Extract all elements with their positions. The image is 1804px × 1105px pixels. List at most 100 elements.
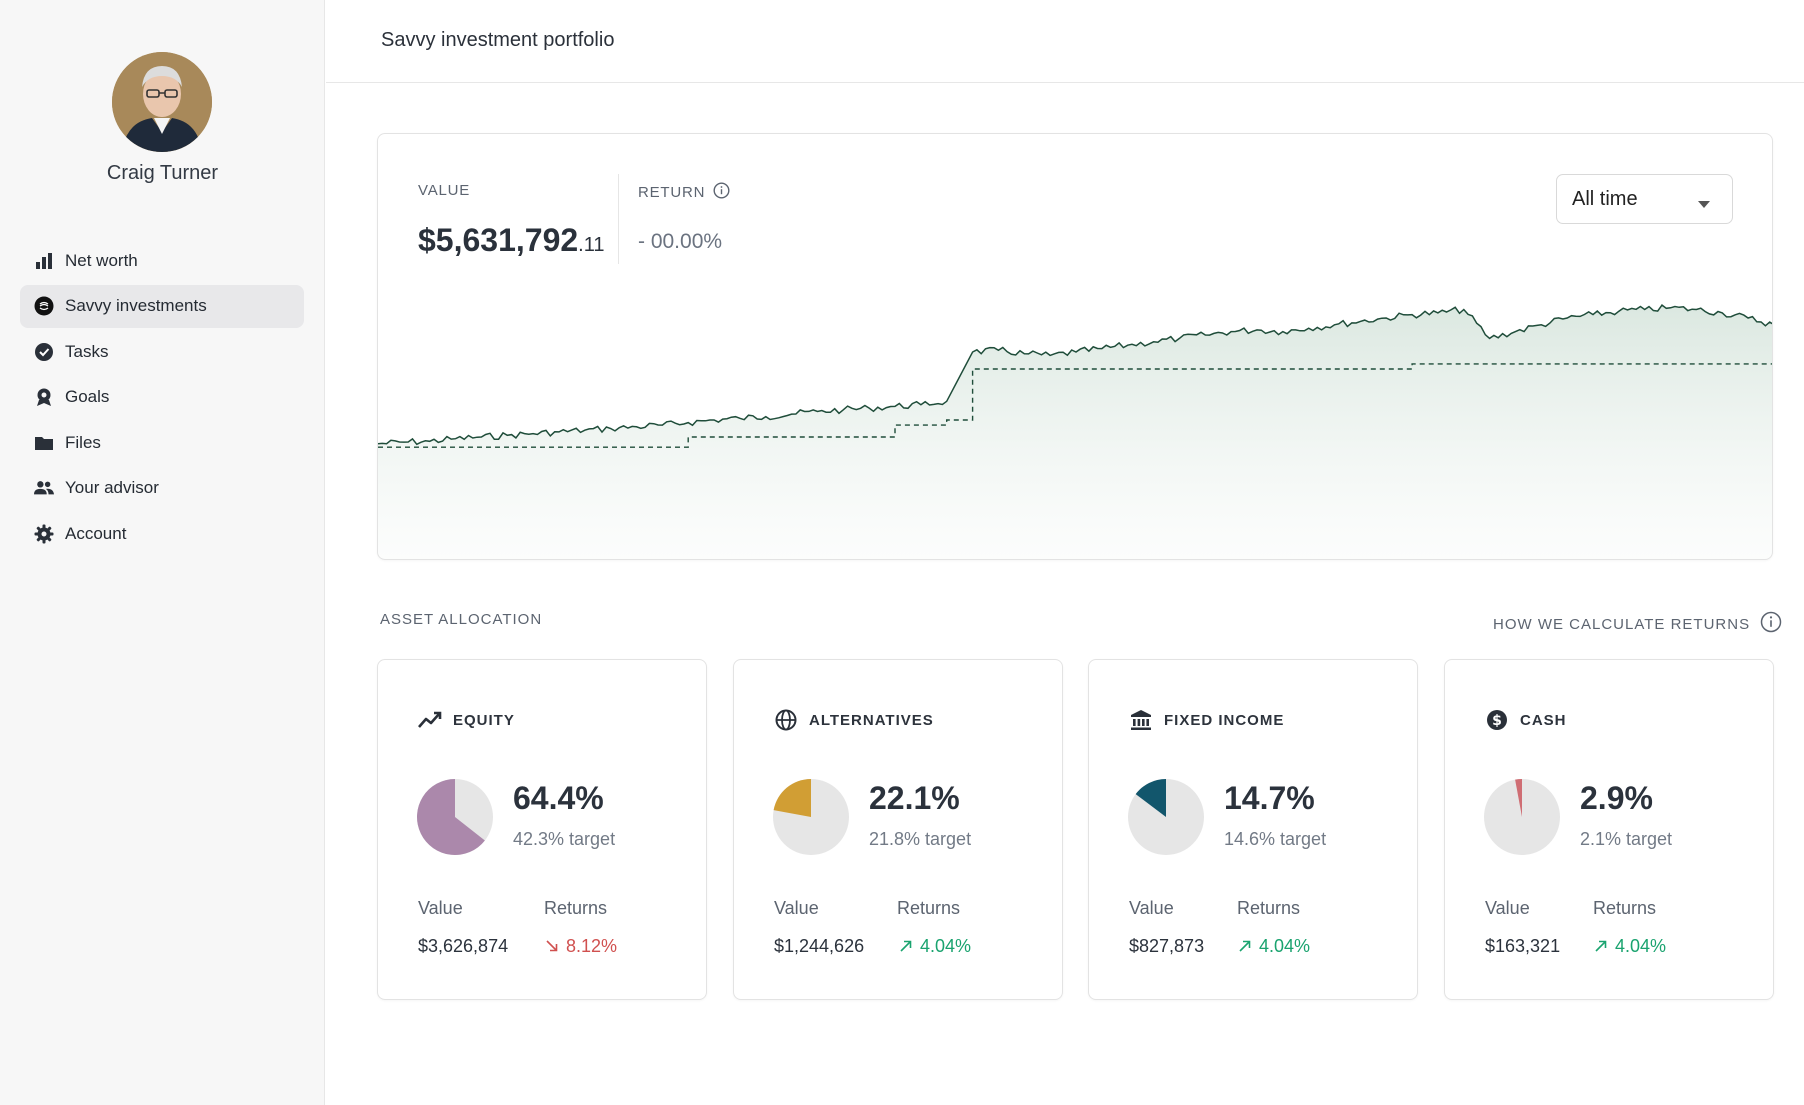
returns-column-label: Returns (1593, 898, 1657, 918)
allocation-target: 42.3% target (513, 829, 616, 849)
asset-value: $3,626,874 (418, 936, 509, 956)
portfolio-chart-card: VALUE $5,631,792.11 RETURN - 00.00% All … (377, 133, 1773, 560)
allocation-percent: 64.4% (513, 780, 604, 816)
asset-name: EQUITY (453, 711, 515, 729)
asset-returns-value: 4.04% (1259, 936, 1311, 956)
dollar-circle-icon: $ (1485, 708, 1509, 732)
sidebar-item-tasks[interactable]: Tasks (20, 330, 304, 373)
allocation-pie (417, 779, 493, 855)
allocation-pie (773, 779, 849, 855)
asset-returns: 4.04% (1239, 936, 1310, 957)
sidebar-item-label: Net worth (65, 250, 138, 270)
bank-icon (1129, 708, 1153, 732)
sidebar-item-goals[interactable]: Goals (20, 376, 304, 419)
people-icon (34, 478, 54, 498)
contributions-dashed-line (378, 363, 1772, 448)
sidebar-item-net-worth[interactable]: Net worth (20, 239, 304, 282)
how-we-calculate-returns-link[interactable]: HOW WE CALCULATE RETURNS (1493, 611, 1782, 637)
sidebar-item-label: Files (65, 432, 101, 452)
gear-icon (34, 524, 54, 544)
sidebar-item-label: Savvy investments (65, 296, 207, 315)
calc-link-text: HOW WE CALCULATE RETURNS (1493, 615, 1751, 633)
info-icon[interactable] (713, 182, 730, 203)
goal-badge-icon (34, 387, 54, 407)
asset-returns-value: 8.12% (566, 936, 618, 956)
asset-returns-value: 4.04% (920, 936, 972, 956)
sidebar: Craig Turner Net worth Savvy investments… (0, 0, 325, 1105)
sidebar-nav: Net worth Savvy investments Tasks Goals … (20, 239, 304, 558)
asset-header: EQUITY (418, 708, 515, 732)
sidebar-item-label: Account (65, 523, 127, 543)
asset-card-cash[interactable]: $ CASH 2.9% 2.1% target Value Returns $1… (1444, 659, 1774, 1000)
allocation-target: 14.6% target (1224, 829, 1327, 849)
allocation-percent: 2.9% (1580, 780, 1653, 816)
sidebar-item-account[interactable]: Account (20, 512, 304, 555)
page-header: Savvy investment portfolio (326, 0, 1804, 83)
sidebar-item-label: Your advisor (65, 478, 159, 497)
sidebar-item-files[interactable]: Files (20, 421, 304, 464)
pie-slice (773, 779, 811, 817)
value-label: VALUE (418, 182, 471, 199)
allocation-pie (1128, 779, 1204, 855)
avatar (112, 52, 212, 152)
time-range-select[interactable]: All time (1556, 174, 1733, 224)
asset-header: $ CASH (1485, 708, 1567, 732)
asset-card-fixed-income[interactable]: FIXED INCOME 14.7% 14.6% target Value Re… (1088, 659, 1418, 1000)
returns-column-label: Returns (897, 898, 961, 918)
pie-slice (417, 779, 485, 855)
asset-header: FIXED INCOME (1129, 708, 1284, 732)
portfolio-value-main: $5,631,792 (418, 222, 579, 258)
asset-card-alternatives[interactable]: ALTERNATIVES 22.1% 21.8% target Value Re… (733, 659, 1063, 1000)
asset-returns: 4.04% (900, 936, 971, 957)
asset-allocation-title: ASSET ALLOCATION (380, 611, 543, 628)
arrow-up-right-icon (1595, 936, 1607, 957)
asset-returns: 4.04% (1595, 936, 1666, 957)
asset-returns-value: 4.04% (1615, 936, 1667, 956)
user-name: Craig Turner (106, 162, 219, 184)
asset-returns: 8.12% (546, 936, 617, 957)
asset-value: $827,873 (1129, 936, 1205, 956)
asset-name: FIXED INCOME (1164, 711, 1285, 729)
allocation-percent: 14.7% (1224, 780, 1315, 816)
arrow-down-right-icon (546, 936, 558, 957)
avatar-portrait-icon (112, 52, 212, 152)
info-icon (1760, 611, 1782, 637)
allocation-target: 2.1% target (1580, 829, 1673, 849)
return-value: - 00.00% (638, 230, 723, 253)
allocation-target: 21.8% target (869, 829, 972, 849)
check-circle-icon (34, 342, 54, 362)
asset-card-equity[interactable]: EQUITY 64.4% 42.3% target Value Returns … (377, 659, 707, 1000)
returns-column-label: Returns (1237, 898, 1301, 918)
pie-slice (1135, 779, 1166, 817)
sidebar-item-savvy-investments[interactable]: Savvy investments (20, 284, 304, 328)
savvy-logo-icon (34, 296, 54, 316)
portfolio-value-area (378, 305, 1772, 559)
asset-value: $1,244,626 (774, 936, 865, 956)
portfolio-value-line (378, 304, 1772, 446)
value-column-label: Value (418, 898, 463, 918)
return-label-text: RETURN (638, 184, 706, 201)
returns-column-label: Returns (544, 898, 608, 918)
trend-line-icon (418, 708, 442, 732)
value-column-label: Value (1485, 898, 1530, 918)
asset-name: CASH (1520, 711, 1567, 729)
asset-name: ALTERNATIVES (809, 711, 934, 729)
time-range-value: All time (1572, 187, 1638, 210)
sidebar-item-label: Tasks (65, 341, 109, 361)
value-column-label: Value (774, 898, 819, 918)
page-title: Savvy investment portfolio (381, 29, 615, 51)
value-column-label: Value (1129, 898, 1174, 918)
return-label: RETURN (638, 182, 730, 203)
sidebar-item-label: Goals (65, 387, 110, 406)
arrow-up-right-icon (900, 936, 912, 957)
svg-text:$: $ (1492, 713, 1502, 729)
folder-icon (34, 433, 54, 453)
caret-down-icon (1698, 195, 1710, 213)
pie-slice (1515, 779, 1522, 817)
sidebar-item-your-advisor[interactable]: Your advisor (20, 467, 304, 510)
bar-chart-icon (34, 251, 54, 271)
asset-header: ALTERNATIVES (774, 708, 934, 732)
portfolio-value-cents: .11 (578, 234, 605, 256)
allocation-pie (1484, 779, 1560, 855)
portfolio-chart (378, 304, 1772, 559)
